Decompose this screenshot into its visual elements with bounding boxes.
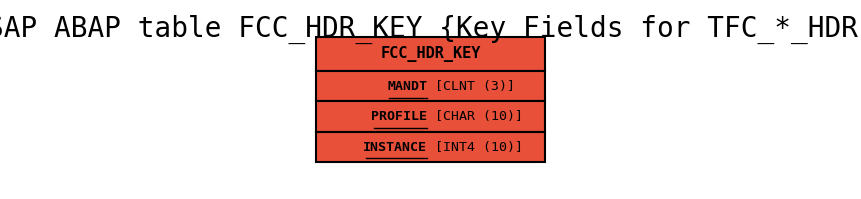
FancyBboxPatch shape [316, 37, 545, 71]
Text: PROFILE: PROFILE [371, 110, 427, 123]
Text: [CLNT (3)]: [CLNT (3)] [427, 80, 516, 93]
Text: MANDT: MANDT [387, 80, 427, 93]
Text: [CHAR (10)]: [CHAR (10)] [427, 110, 523, 123]
Text: INSTANCE: INSTANCE [363, 140, 427, 154]
Text: SAP ABAP table FCC_HDR_KEY {Key Fields for TFC_*_HDR}: SAP ABAP table FCC_HDR_KEY {Key Fields f… [0, 15, 861, 44]
FancyBboxPatch shape [316, 71, 545, 101]
Text: [INT4 (10)]: [INT4 (10)] [427, 140, 523, 154]
Text: INSTANCE: INSTANCE [363, 140, 427, 154]
FancyBboxPatch shape [316, 101, 545, 132]
FancyBboxPatch shape [316, 132, 545, 162]
Text: FCC_HDR_KEY: FCC_HDR_KEY [381, 46, 480, 62]
Text: PROFILE: PROFILE [371, 110, 427, 123]
Text: MANDT: MANDT [387, 80, 427, 93]
